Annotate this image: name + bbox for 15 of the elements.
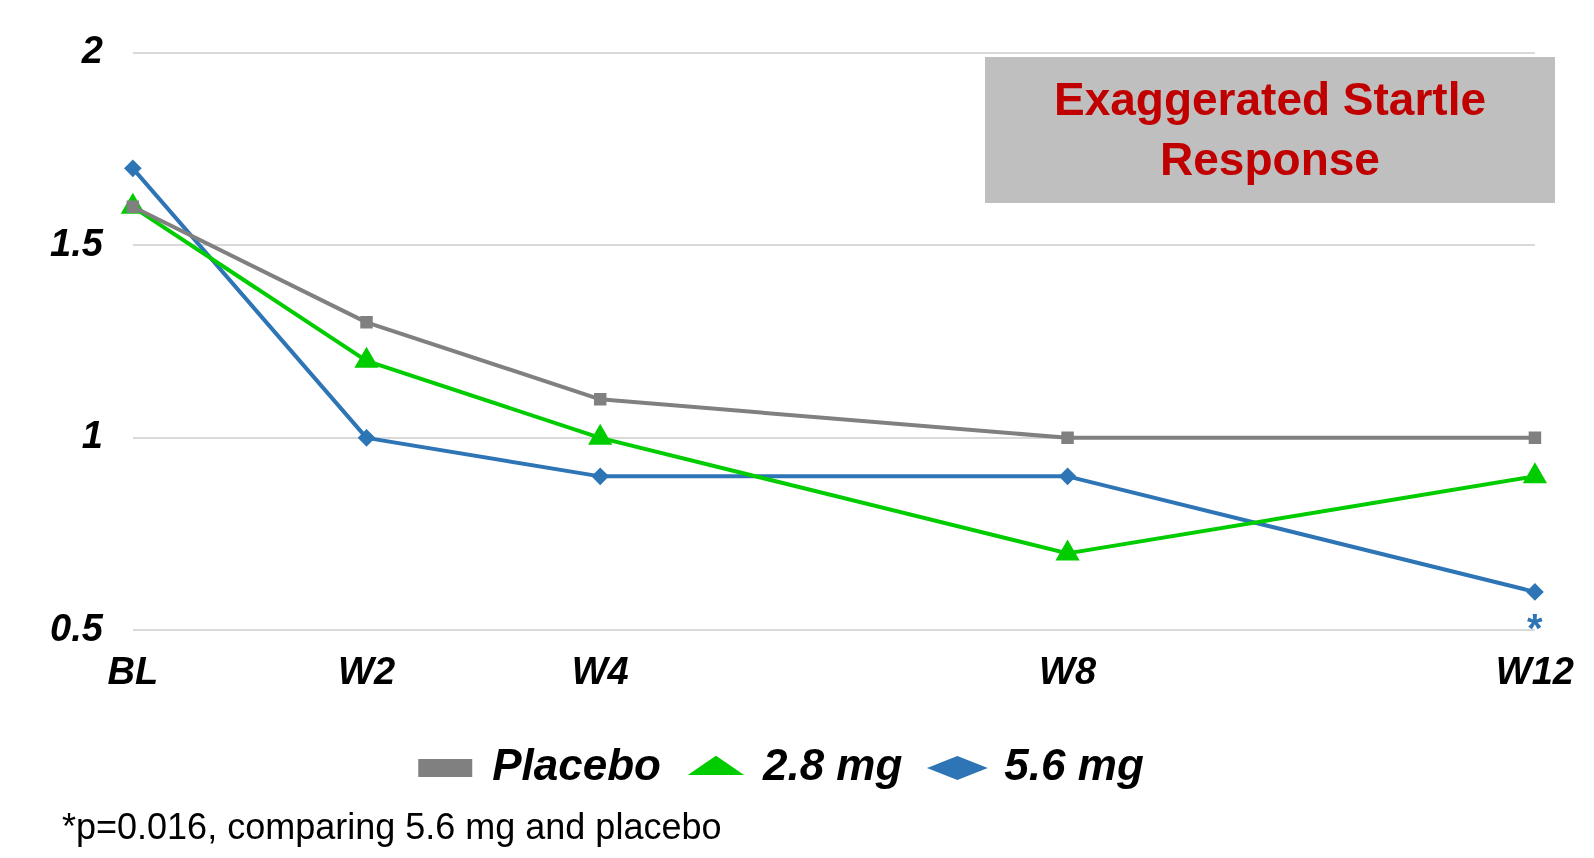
x-tick-label: W4: [571, 649, 629, 692]
x-tick-label: W12: [1495, 649, 1574, 692]
text: *p=0.016, comparing 5.6 mg and placebo: [62, 806, 722, 848]
legend-label: 2.8 mg: [761, 740, 903, 790]
y-tick-label: 0.5: [50, 606, 104, 649]
y-tick-label: 1.5: [50, 221, 104, 264]
x-tick-label: BL: [107, 649, 159, 692]
x-tick-label: W8: [1039, 649, 1097, 692]
y-tick-label: 2: [80, 29, 103, 72]
y-tick-label: 1: [81, 414, 103, 457]
legend-label: 5.6 mg: [1004, 740, 1144, 790]
annotation: *: [1526, 606, 1543, 651]
x-tick-label: W2: [338, 649, 396, 692]
legend-label: Placebo: [492, 740, 661, 790]
annotation: Exaggerated Startle Response: [985, 57, 1555, 203]
